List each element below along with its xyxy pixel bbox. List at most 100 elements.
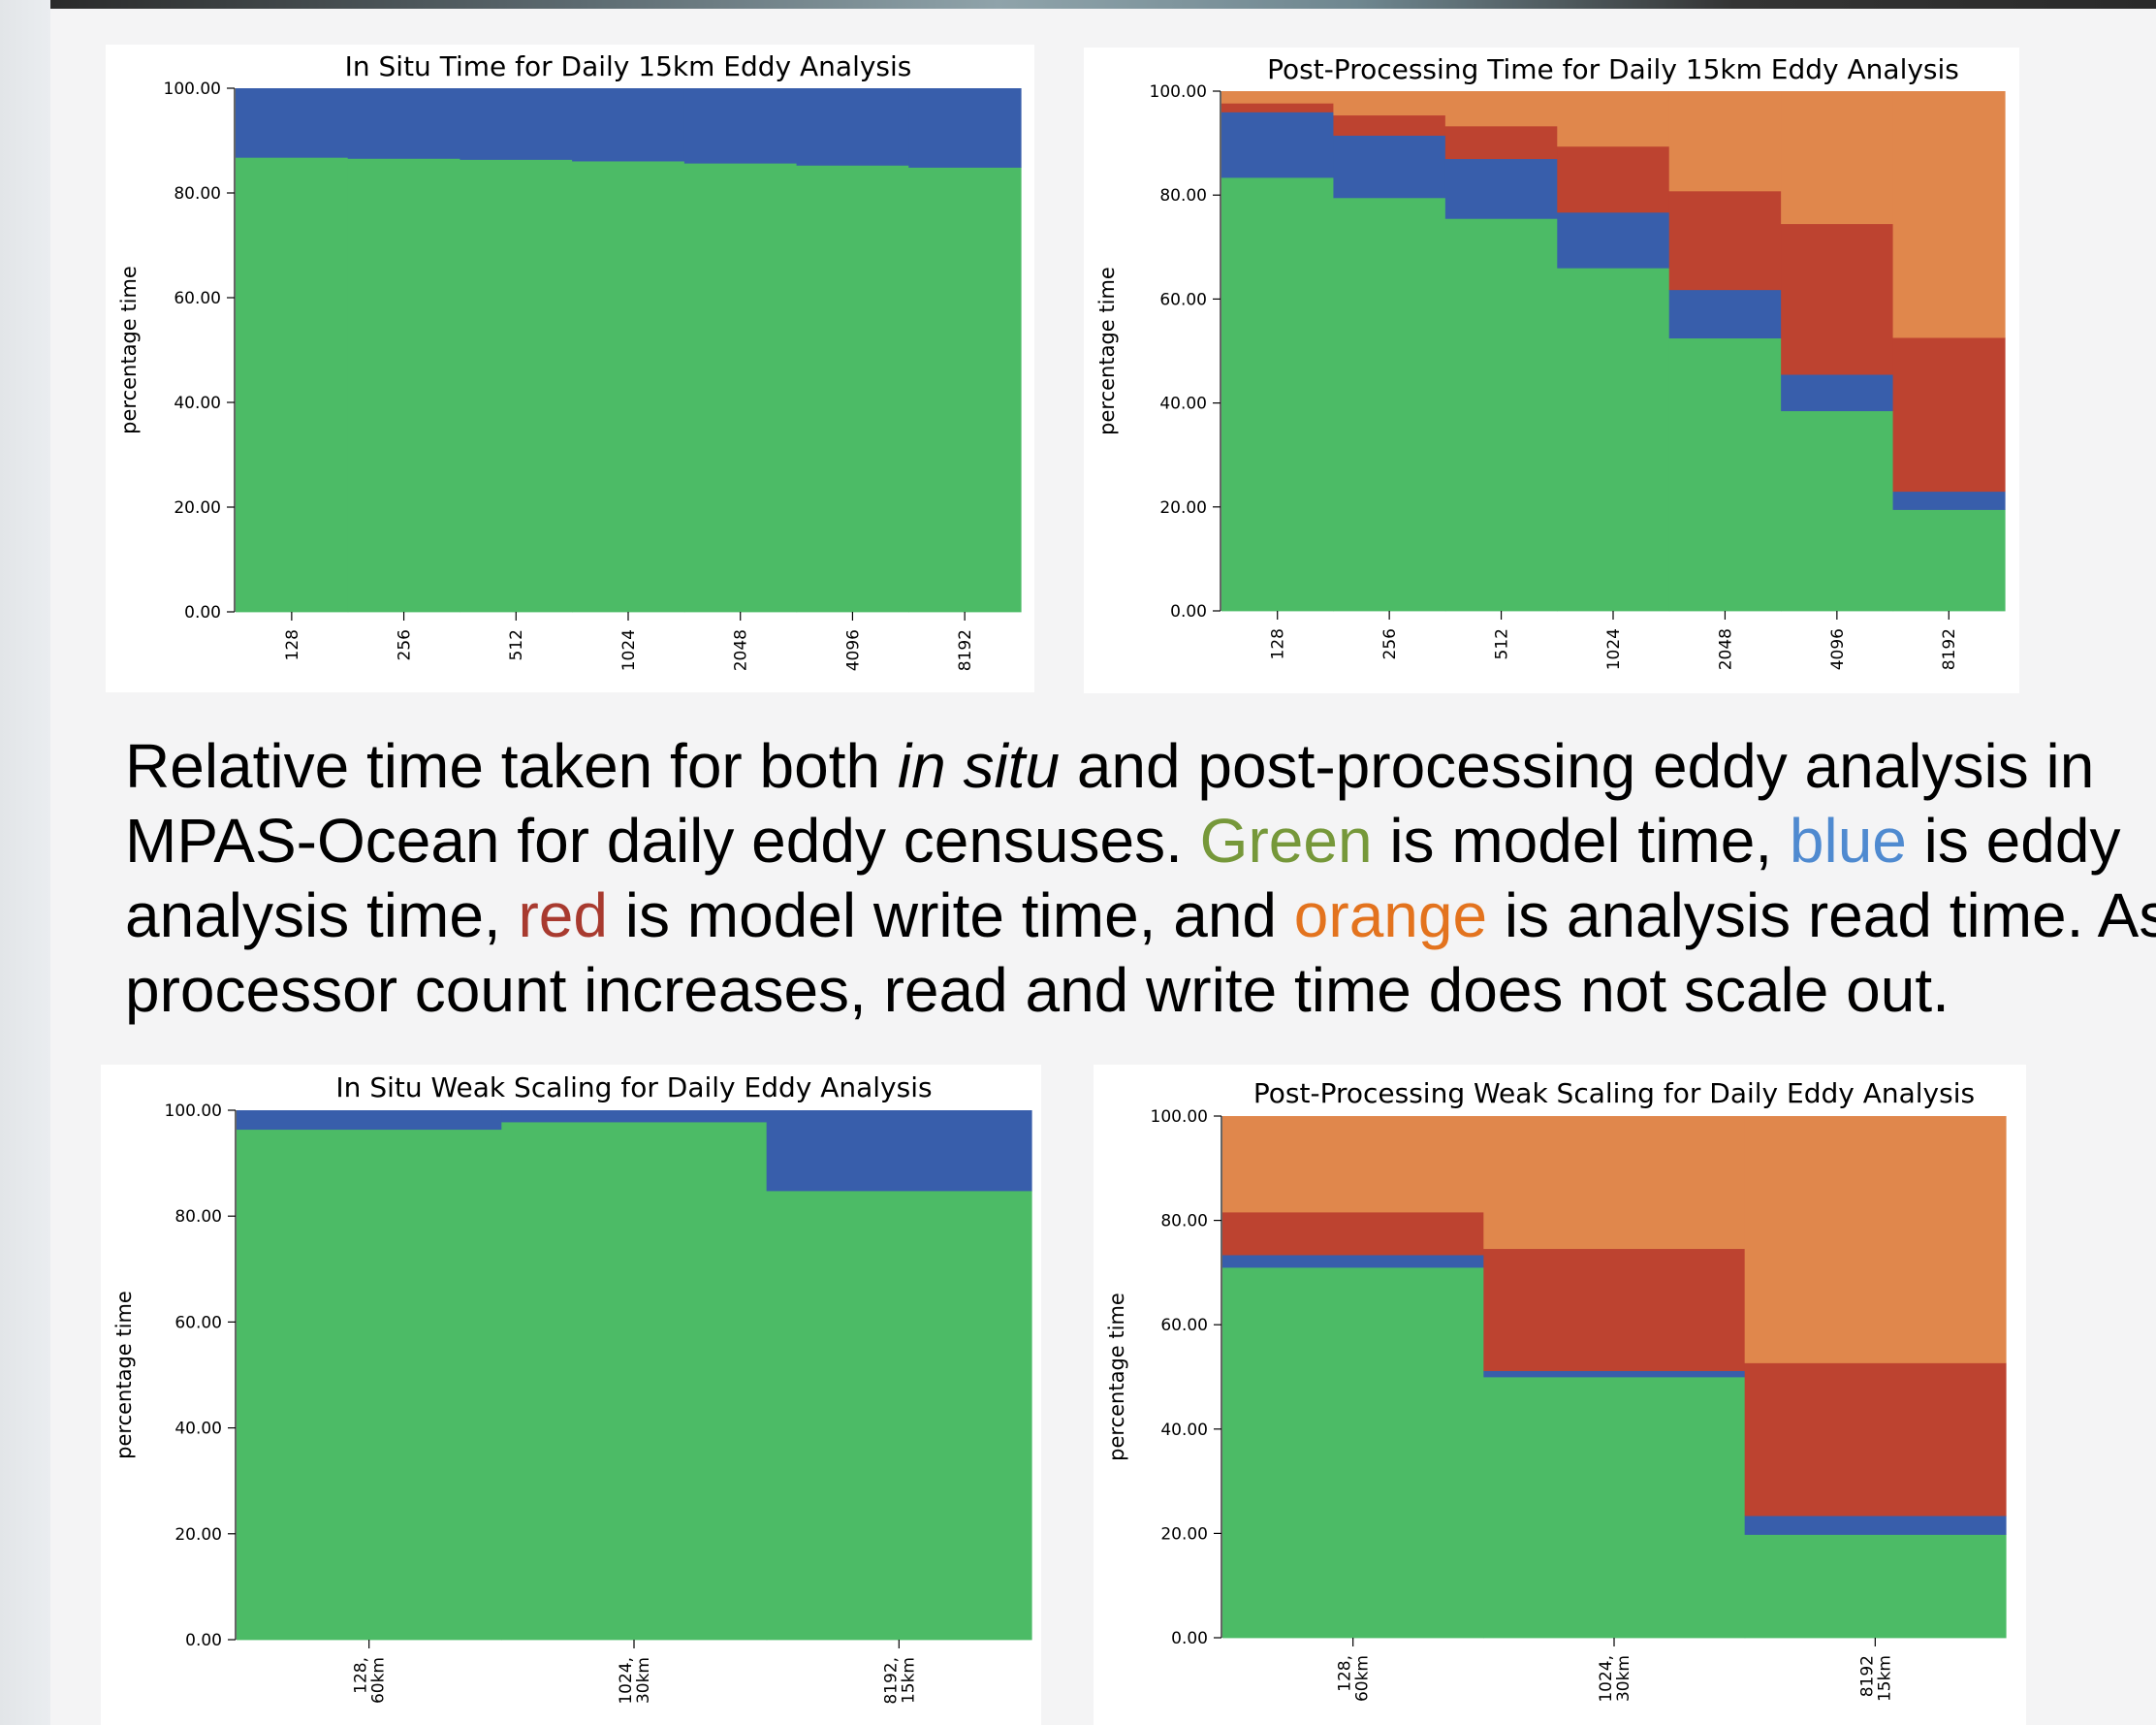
- x-tick-label: 128,60km: [1336, 1655, 1373, 1702]
- y-tick-label: 60.00: [1159, 290, 1207, 309]
- bar-segment-series0-cat0: [1221, 176, 1335, 612]
- caption-text: is eddy: [1906, 806, 2121, 876]
- x-tick-label-line: 2048: [1716, 628, 1735, 670]
- bar-segment-series0-cat1: [1333, 197, 1446, 612]
- y-tick-label: 80.00: [1159, 186, 1207, 206]
- chart-title: In Situ Weak Scaling for Daily Eddy Anal…: [335, 1071, 932, 1103]
- bar-segment-series0-cat2: [1744, 1534, 2007, 1639]
- x-tick-label: 1024: [1604, 628, 1624, 670]
- caption-line-2: MPAS-Ocean for daily eddy censuses. Gree…: [125, 804, 2156, 878]
- bar-segment-series1-cat1: [1483, 1370, 1746, 1378]
- bar-segment-series0-cat6: [1892, 509, 2006, 612]
- caption-text: is model write time, and: [607, 880, 1294, 950]
- y-tick-label: 60.00: [1160, 1316, 1208, 1335]
- x-tick-label: 1024,30km: [617, 1657, 653, 1705]
- bar-segment-series3-cat1: [1483, 1116, 1746, 1250]
- y-axis-label: percentage time: [1095, 267, 1119, 435]
- bar-segment-series3-cat6: [1892, 91, 2006, 338]
- y-tick-label: 60.00: [174, 1313, 222, 1332]
- x-tick-label: 1024: [619, 629, 639, 671]
- x-tick-label-line: 1024: [1604, 628, 1624, 670]
- x-tick-label-line: 128,: [1336, 1655, 1355, 1692]
- chart-title: In Situ Time for Daily 15km Eddy Analysi…: [345, 50, 912, 82]
- bar-segment-series1-cat0: [237, 1110, 502, 1131]
- x-tick-label-line: 8192,: [881, 1657, 901, 1705]
- x-tick-label: 8192,15km: [881, 1657, 918, 1705]
- bar-segment-series0-cat0: [237, 1129, 502, 1641]
- bar-segment-series1-cat5: [796, 88, 909, 166]
- figure-caption: Relative time taken for both in situ and…: [125, 729, 2156, 1030]
- x-tick-label: 256: [396, 629, 415, 660]
- bar-segment-series3-cat4: [1668, 91, 1782, 192]
- caption-line-3: analysis time, red is model write time, …: [125, 878, 2156, 953]
- y-tick-label: 40.00: [174, 1420, 222, 1439]
- x-tick-label: 2048: [732, 629, 751, 671]
- y-tick-label: 0.00: [1171, 1629, 1208, 1648]
- x-tick-label-line: 30km: [634, 1657, 653, 1704]
- caption-text: is model time,: [1372, 806, 1790, 876]
- bar-segment-series0-cat1: [1483, 1377, 1746, 1639]
- x-tick-label-line: 15km: [1875, 1655, 1894, 1702]
- bar-segment-series1-cat6: [908, 88, 1022, 168]
- x-tick-label: 4096: [1828, 628, 1848, 670]
- y-tick-label: 80.00: [1160, 1212, 1208, 1231]
- x-tick-label-line: 128: [283, 629, 302, 660]
- x-tick-label: 128: [283, 629, 302, 660]
- x-tick-label: 128,60km: [352, 1657, 389, 1704]
- bar-segment-series1-cat4: [1668, 289, 1782, 338]
- x-tick-label: 1024,30km: [1597, 1655, 1633, 1703]
- bar-segment-series0-cat4: [1668, 337, 1782, 612]
- bar-segment-series1-cat0: [1222, 1255, 1484, 1268]
- x-tick-label-line: 4096: [1828, 628, 1848, 670]
- chart-svg: 0.00 20.00 40.00 60.00 80.00 100.00 128,60km 10…: [112, 1071, 1032, 1705]
- bar-segment-series1-cat5: [1781, 374, 1894, 412]
- bar-segment-series1-cat4: [683, 88, 798, 164]
- y-tick-label: 0.00: [185, 1631, 222, 1650]
- y-tick-label: 20.00: [174, 498, 221, 518]
- caption-red-word: red: [518, 880, 608, 950]
- bar-segment-series1-cat1: [501, 1110, 768, 1123]
- bar-segment-series2-cat1: [1333, 114, 1446, 136]
- chart-title: Post-Processing Time for Daily 15km Eddy…: [1267, 53, 1959, 85]
- x-tick-label-line: 60km: [1353, 1655, 1373, 1702]
- bar-segment-series1-cat3: [572, 88, 685, 162]
- y-tick-label: 40.00: [1159, 395, 1207, 414]
- bar-segment-series1-cat3: [1557, 211, 1670, 269]
- y-tick-label: 20.00: [1159, 498, 1207, 518]
- x-tick-label: 512: [1493, 628, 1512, 659]
- x-tick-label: 256: [1380, 628, 1400, 659]
- x-tick-label-line: 1024: [619, 629, 639, 671]
- x-tick-label: 8192: [956, 629, 975, 671]
- slide-top-image-strip: [50, 0, 2156, 9]
- x-tick-label-line: 8192: [1857, 1655, 1877, 1697]
- bar-segment-series2-cat0: [1222, 1211, 1484, 1256]
- x-tick-label: 512: [507, 629, 526, 660]
- x-tick-label-line: 8192: [956, 629, 975, 671]
- y-tick-label: 20.00: [1160, 1524, 1208, 1544]
- y-axis-label: percentage time: [1105, 1293, 1128, 1461]
- x-tick-label-line: 256: [1380, 628, 1400, 659]
- y-tick-label: 80.00: [174, 1207, 222, 1227]
- x-tick-label-line: 1024,: [617, 1657, 636, 1705]
- chart-svg: 0.00 20.00 40.00 60.00 80.00 100.00 128 256 512 1…: [1095, 53, 2006, 670]
- x-tick-label: 8192: [1940, 628, 1959, 670]
- x-tick-label: 2048: [1716, 628, 1735, 670]
- bar-segment-series1-cat6: [1892, 491, 2006, 510]
- bar-segment-series3-cat5: [1781, 91, 1894, 225]
- x-tick-label-line: 15km: [899, 1657, 918, 1704]
- bar-segment-series3-cat0: [1221, 91, 1335, 104]
- x-tick-label: 128: [1269, 628, 1288, 659]
- caption-text: analysis time,: [125, 880, 519, 950]
- bar-segment-series1-cat0: [1221, 112, 1335, 178]
- bar-segment-series2-cat5: [1781, 223, 1894, 375]
- bar-segment-series0-cat2: [460, 159, 573, 613]
- chart-in-situ-time: 0.00 20.00 40.00 60.00 80.00 100.00 128 256 512 1…: [106, 45, 1034, 692]
- x-tick-label-line: 8192: [1940, 628, 1959, 670]
- bar-segment-series0-cat2: [1444, 218, 1558, 612]
- y-tick-label: 60.00: [174, 289, 221, 308]
- bar-segment-series0-cat1: [501, 1122, 768, 1641]
- bar-segment-series3-cat3: [1557, 91, 1670, 147]
- caption-blue-word: blue: [1789, 806, 1907, 876]
- y-tick-label: 0.00: [1170, 602, 1207, 622]
